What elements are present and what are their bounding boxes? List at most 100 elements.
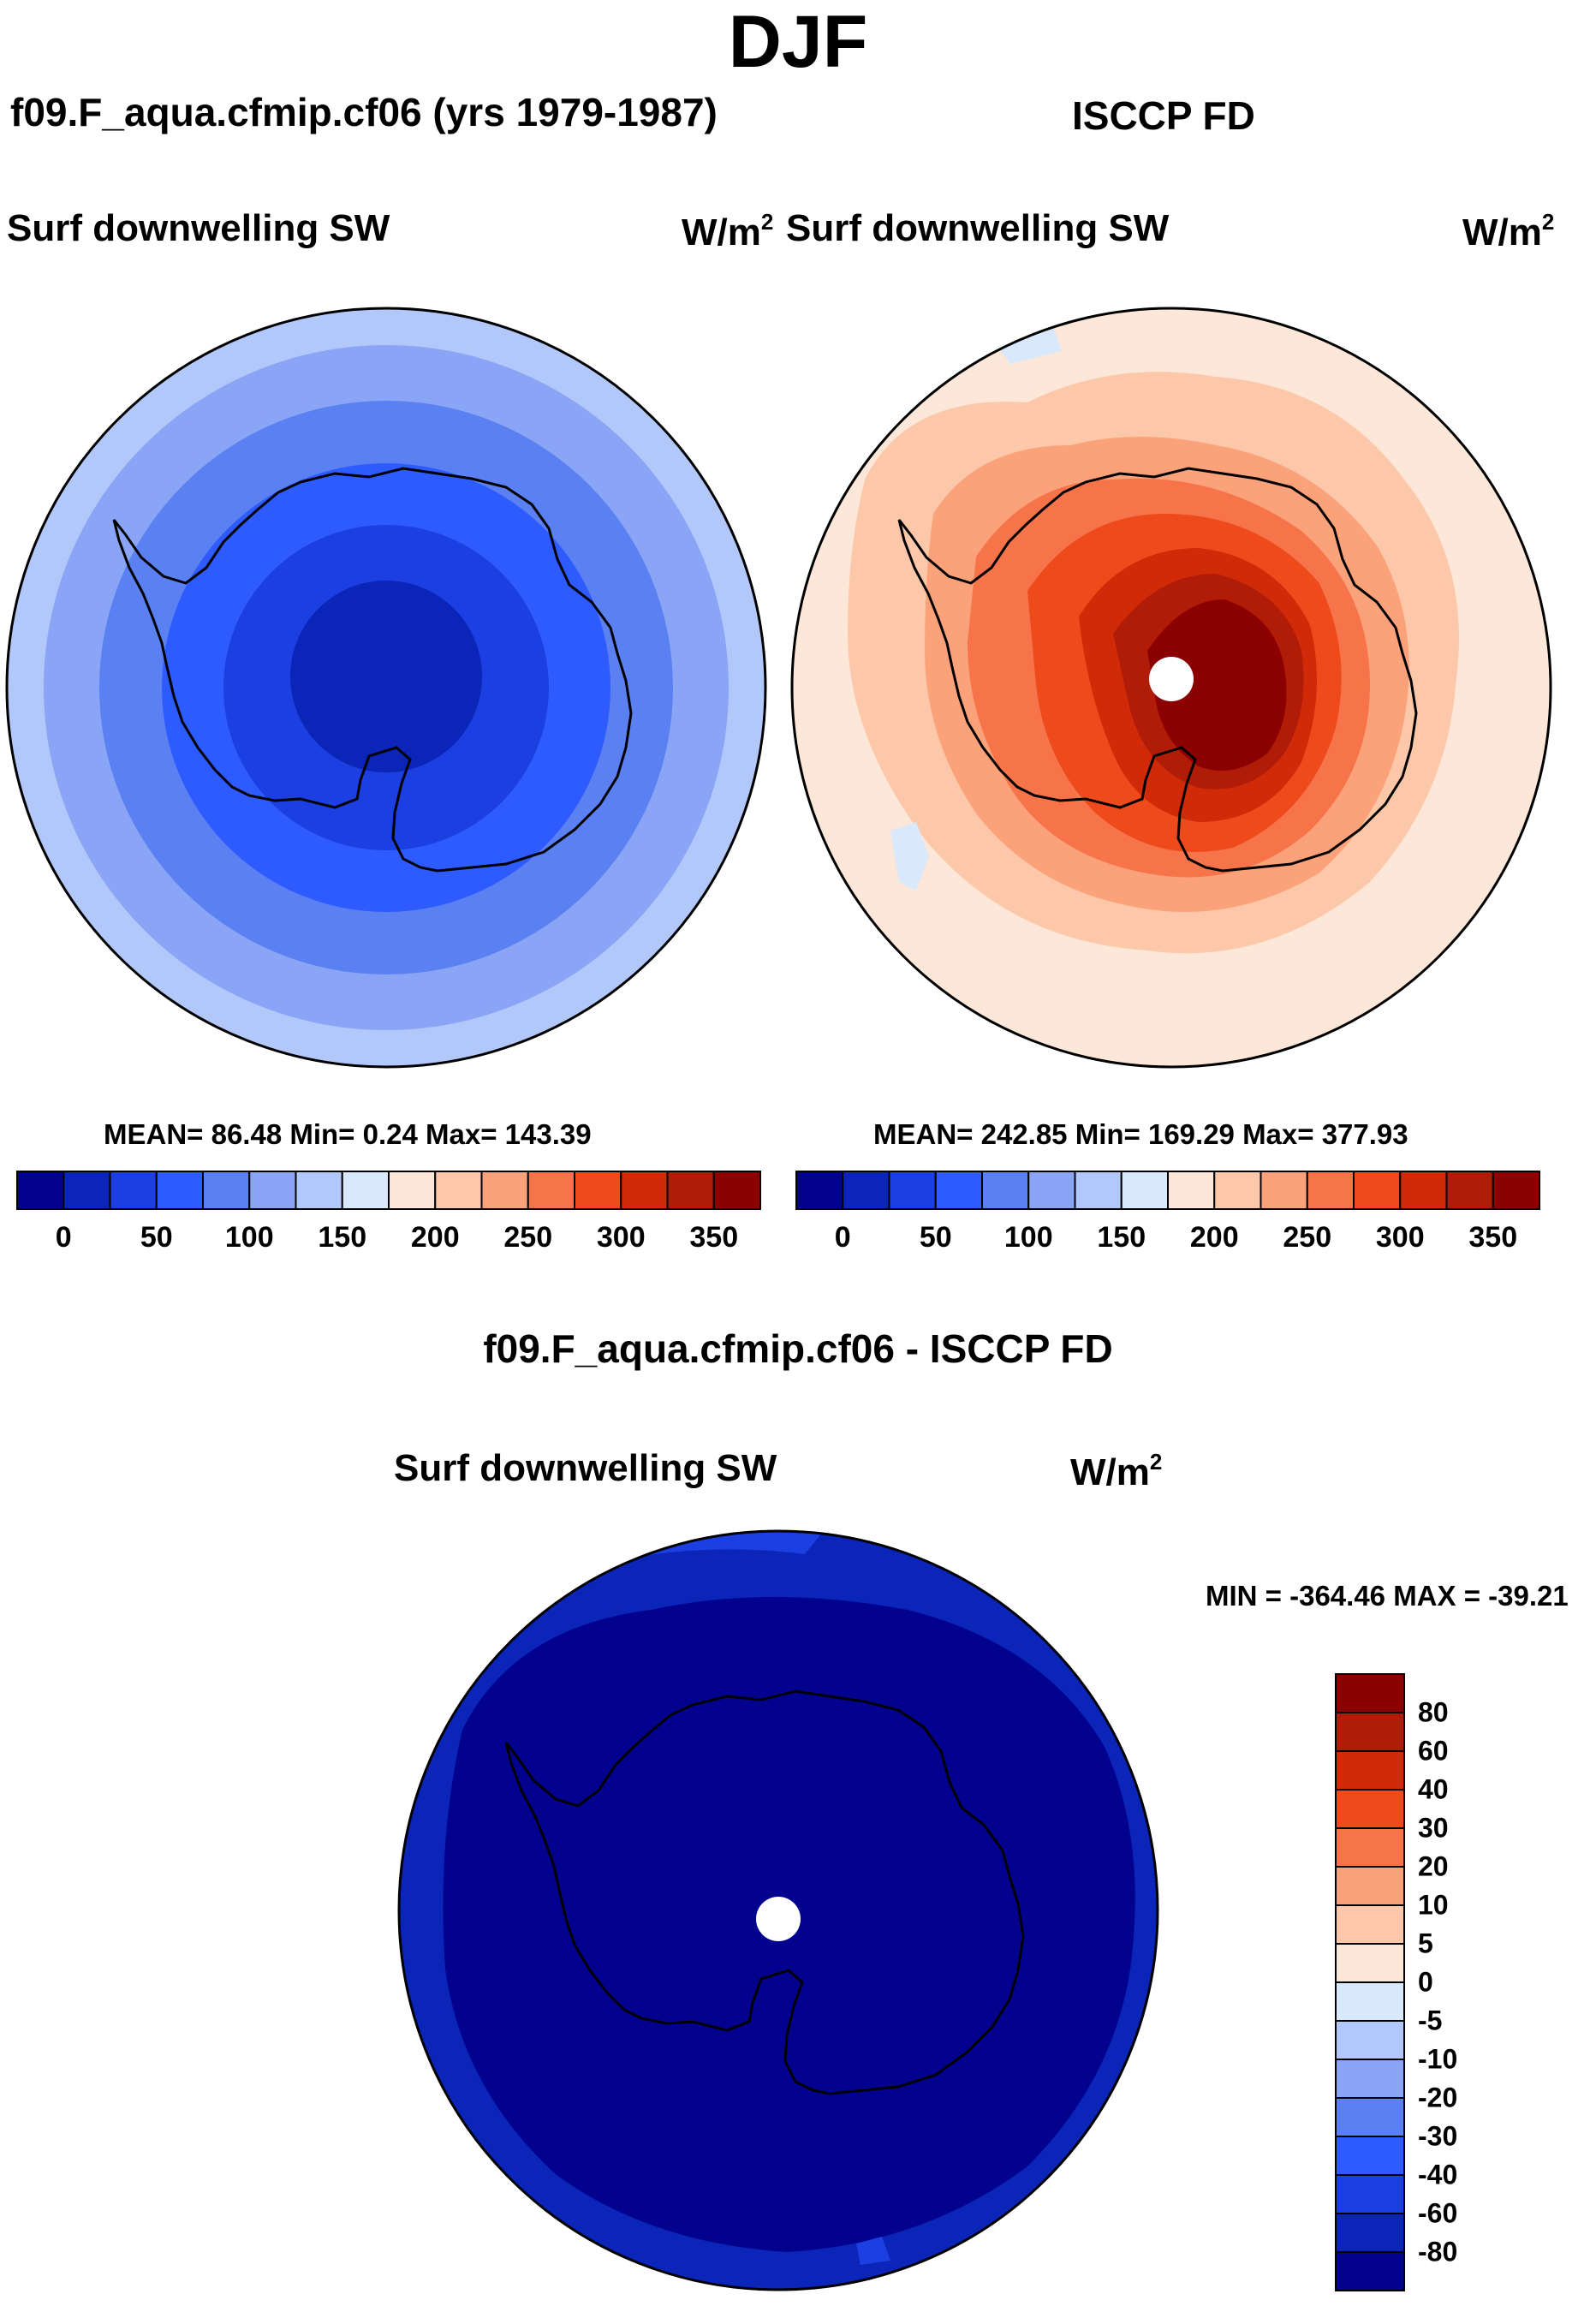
diff-colorbar-swatch — [1335, 1789, 1405, 1829]
obs-map — [790, 307, 1552, 1069]
diff-colorbar-tick-label: 5 — [1418, 1928, 1433, 1959]
diff-colorbar-tick-label: -60 — [1418, 2197, 1458, 2229]
diff-colorbar-tick-label: -5 — [1418, 2005, 1443, 2036]
model-colorbar — [16, 1171, 761, 1210]
obs-level-150-175-patch-west — [890, 822, 929, 891]
model-colorbar-swatch — [574, 1171, 622, 1210]
model-colorbar-swatch — [155, 1171, 204, 1210]
model-colorbar-swatch — [63, 1171, 111, 1210]
obs-pole-missing-data — [1149, 657, 1194, 701]
diff-colorbar-tick-label: 60 — [1418, 1735, 1449, 1767]
obs-colorbar-swatch — [1306, 1171, 1355, 1210]
diff-colorbar-swatch — [1335, 1866, 1405, 1906]
model-colorbar-swatch — [248, 1171, 297, 1210]
model-colorbar-swatch — [109, 1171, 158, 1210]
obs-colorbar-tick-label: 250 — [1283, 1221, 1332, 1254]
obs-colorbar-swatch — [1260, 1171, 1308, 1210]
obs-colorbar-tick-label: 300 — [1375, 1221, 1425, 1254]
obs-variable-label: Surf downwelling SW — [786, 207, 1170, 249]
obs-colorbar-swatch — [1074, 1171, 1123, 1210]
diff-colorbar-swatch — [1335, 1673, 1405, 1713]
obs-colorbar-swatch — [1353, 1171, 1402, 1210]
obs-colorbar-swatch — [1213, 1171, 1262, 1210]
obs-colorbar-swatch — [1492, 1171, 1540, 1210]
model-colorbar-swatch — [295, 1171, 343, 1210]
obs-units-label: W/m2 — [1462, 209, 1555, 253]
diff-colorbar-swatch — [1335, 2251, 1405, 2291]
model-colorbar-tick-label: 100 — [224, 1221, 274, 1254]
obs-map-border — [790, 307, 1552, 1069]
obs-colorbar-swatch — [1399, 1171, 1448, 1210]
obs-level-gt-350 — [1147, 599, 1287, 771]
model-colorbar-tick-label: 350 — [689, 1221, 739, 1254]
diff-colorbar-swatch — [1335, 1712, 1405, 1752]
obs-colorbar-tick-label: 0 — [834, 1221, 851, 1254]
diff-units-label: W/m2 — [1070, 1449, 1163, 1493]
model-variable-label: Surf downwelling SW — [7, 207, 390, 249]
diff-colorbar-tick-label: -20 — [1418, 2082, 1458, 2113]
diff-colorbar-swatch — [1335, 2097, 1405, 2137]
diff-pole-missing-data — [756, 1897, 801, 1941]
model-map — [5, 307, 767, 1069]
diff-colorbar-swatch — [1335, 2136, 1405, 2176]
model-colorbar-swatch — [620, 1171, 669, 1210]
model-colorbar-tick-label: 50 — [140, 1221, 173, 1254]
model-colorbar-swatch — [480, 1171, 529, 1210]
obs-colorbar-tick-label: 100 — [1003, 1221, 1053, 1254]
obs-colorbar-tick-label: 350 — [1468, 1221, 1518, 1254]
model-colorbar-swatch — [666, 1171, 715, 1210]
model-units-label: W/m2 — [682, 209, 774, 253]
obs-colorbar-tick-label: 50 — [919, 1221, 952, 1254]
diff-colorbar-swatch — [1335, 2174, 1405, 2214]
diff-colorbar-tick-label: 10 — [1418, 1889, 1449, 1921]
obs-colorbar-swatch — [1120, 1171, 1169, 1210]
diff-colorbar-tick-label: -10 — [1418, 2043, 1458, 2075]
model-colorbar-tick-label: 200 — [410, 1221, 460, 1254]
diff-colorbar-tick-label: 20 — [1418, 1850, 1449, 1882]
diff-variable-label: Surf downwelling SW — [394, 1447, 777, 1489]
obs-colorbar-swatch — [888, 1171, 937, 1210]
diff-colorbar — [1335, 1673, 1405, 2291]
model-map-border — [5, 307, 767, 1069]
obs-colorbar-swatch — [1027, 1171, 1076, 1210]
diff-colorbar-swatch — [1335, 1827, 1405, 1868]
obs-stats: MEAN= 242.85 Min= 169.29 Max= 377.93 — [873, 1118, 1408, 1150]
model-colorbar-tick-label: 300 — [596, 1221, 646, 1254]
season-title: DJF — [728, 1, 868, 83]
obs-colorbar-swatch — [1445, 1171, 1494, 1210]
obs-colorbar-tick-label: 200 — [1189, 1221, 1239, 1254]
model-colorbar-swatch — [16, 1171, 65, 1210]
diff-colorbar-tick-label: -40 — [1418, 2159, 1458, 2190]
diff-colorbar-tick-label: -80 — [1418, 2236, 1458, 2267]
model-colorbar-swatch — [527, 1171, 575, 1210]
obs-colorbar-swatch — [934, 1171, 983, 1210]
diff-colorbar-swatch — [1335, 1981, 1405, 2022]
obs-colorbar-swatch — [1167, 1171, 1216, 1210]
model-colorbar-swatch — [202, 1171, 251, 1210]
model-colorbar-swatch — [341, 1171, 390, 1210]
obs-colorbar-tick-label: 150 — [1097, 1221, 1146, 1254]
obs-colorbar-swatch — [795, 1171, 844, 1210]
diff-colorbar-tick-label: 30 — [1418, 1812, 1449, 1844]
model-colorbar-tick-label: 150 — [318, 1221, 367, 1254]
model-colorbar-tick-label: 250 — [503, 1221, 553, 1254]
diff-colorbar-tick-label: 40 — [1418, 1773, 1449, 1805]
model-level-0-25 — [290, 581, 482, 772]
diff-colorbar-swatch — [1335, 2020, 1405, 2060]
obs-colorbar-swatch — [842, 1171, 890, 1210]
diff-colorbar-swatch — [1335, 1750, 1405, 1791]
diff-map-border — [397, 1529, 1159, 2291]
diff-map — [397, 1529, 1159, 2291]
model-colorbar-swatch — [434, 1171, 483, 1210]
obs-colorbar-swatch — [981, 1171, 1030, 1210]
obs-case-title: ISCCP FD — [1072, 93, 1255, 138]
diff-colorbar-tick-label: 80 — [1418, 1696, 1449, 1728]
diff-colorbar-swatch — [1335, 2213, 1405, 2253]
diff-case-title: f09.F_aqua.cfmip.cf06 - ISCCP FD — [483, 1326, 1113, 1371]
model-colorbar-swatch — [712, 1171, 761, 1210]
model-stats: MEAN= 86.48 Min= 0.24 Max= 143.39 — [104, 1118, 592, 1150]
diff-colorbar-tick-label: 0 — [1418, 1966, 1433, 1998]
diff-colorbar-swatch — [1335, 1943, 1405, 1983]
model-colorbar-swatch — [388, 1171, 437, 1210]
